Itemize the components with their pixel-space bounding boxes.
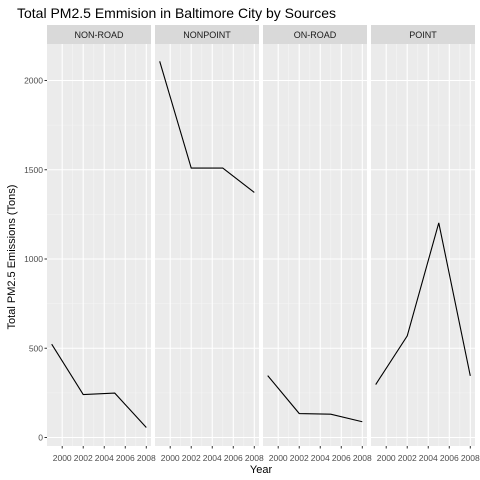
- y-tick-label: 0: [38, 433, 43, 443]
- y-tick-label: 500: [29, 343, 43, 353]
- x-tick-label: 2008: [245, 453, 264, 463]
- panel-background: [155, 44, 259, 446]
- x-tick-label: 2004: [203, 453, 222, 463]
- panel-background: [47, 44, 151, 446]
- x-tick-label: 2008: [353, 453, 372, 463]
- x-tick-label: 2006: [440, 453, 459, 463]
- series-line-nonpoint: [159, 61, 255, 193]
- facet-strip: [371, 25, 475, 44]
- x-tick-label: 2006: [116, 453, 135, 463]
- x-tick-label: 2006: [224, 453, 243, 463]
- facet-strip-label: NON-ROAD: [75, 30, 124, 40]
- y-axis-title: Total PM2.5 Emissions (Tons): [6, 185, 18, 330]
- y-axis: 0 500 1000 1500 2000: [24, 76, 47, 443]
- facet-panel-nonpoint: NONPOINT 2000 2002 2004 2006 2008: [155, 25, 264, 463]
- facet-panel-point: POINT 2000 2002 2004 2006 2008: [371, 25, 480, 463]
- panel-background: [371, 44, 475, 446]
- facet-panel-on-road: ON-ROAD 2000 2002 2004 2006 2008: [263, 25, 372, 463]
- y-tick-label: 2000: [24, 76, 43, 86]
- x-tick-label: 2004: [419, 453, 438, 463]
- y-tick-label: 1000: [24, 254, 43, 264]
- x-tick-label: 2000: [269, 453, 288, 463]
- series-line-on-road: [267, 375, 363, 423]
- series-line-non-road: [51, 343, 147, 428]
- x-tick-label: 2000: [161, 453, 180, 463]
- x-tick-label: 2002: [398, 453, 417, 463]
- x-tick-label: 2004: [95, 453, 114, 463]
- panel-background: [263, 44, 367, 446]
- x-tick-label: 2000: [377, 453, 396, 463]
- x-tick-label: 2002: [74, 453, 93, 463]
- chart-title: Total PM2.5 Emmision in Baltimore City b…: [17, 5, 336, 21]
- x-tick-label: 2002: [182, 453, 201, 463]
- facet-strip-label: ON-ROAD: [294, 30, 337, 40]
- x-tick-label: 2008: [137, 453, 156, 463]
- x-axis-title: Year: [250, 464, 273, 476]
- x-tick-label: 2004: [311, 453, 330, 463]
- x-tick-label: 2006: [332, 453, 351, 463]
- x-tick-label: 2000: [53, 453, 72, 463]
- y-tick-label: 1500: [24, 165, 43, 175]
- series-line-point: [375, 222, 471, 385]
- facet-strip: [47, 25, 151, 44]
- facet-panel-non-road: NON-ROAD 2000 2002 2004 2006 2008: [47, 25, 156, 463]
- facet-strip-label: NONPOINT: [183, 30, 231, 40]
- x-tick-label: 2008: [461, 453, 480, 463]
- facet-strip-label: POINT: [409, 30, 437, 40]
- facet-strip: [155, 25, 259, 44]
- x-tick-label: 2002: [290, 453, 309, 463]
- facet-strip: [263, 25, 367, 44]
